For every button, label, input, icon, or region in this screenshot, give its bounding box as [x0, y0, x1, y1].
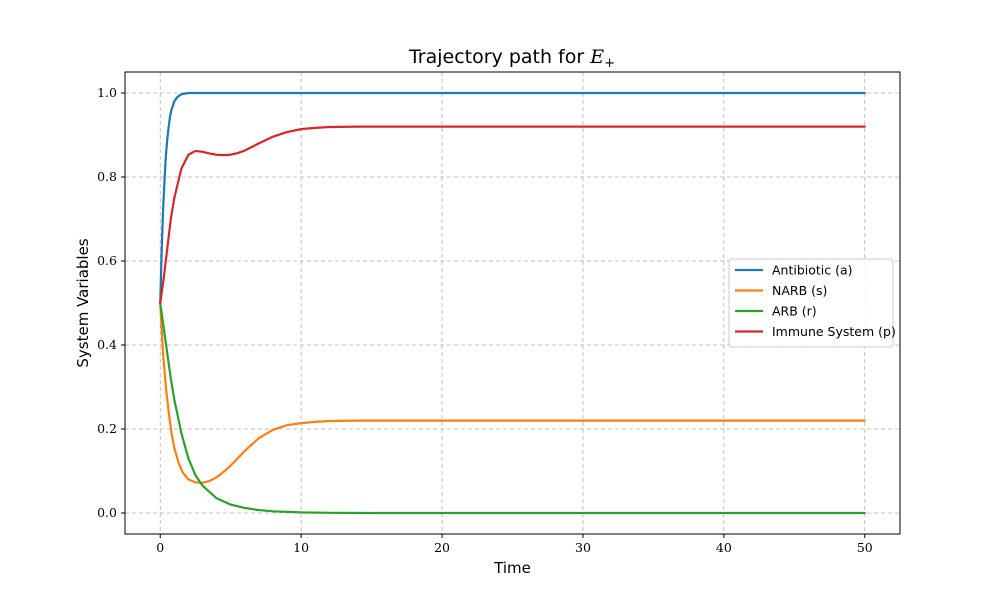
chart-title-subscript: +: [604, 56, 615, 71]
x-tick-label: 10: [293, 540, 309, 555]
x-tick-label: 0: [156, 540, 164, 555]
x-axis-label: Time: [493, 559, 531, 577]
x-tick-label: 50: [857, 540, 873, 555]
legend-box: [728, 258, 894, 348]
series-line-3: [159, 125, 866, 305]
y-tick-label: 0.0: [97, 505, 117, 520]
axis-ticks: 0 10 20 30 40 50 0.0 0.2 0.4 0.6 0.8 1.0: [97, 85, 873, 555]
legend: Antibiotic (a) NARB (s) ARB (r) Immune Syst…: [728, 258, 896, 348]
series-layer: [159, 91, 866, 515]
series-line-2: [159, 301, 866, 515]
x-tick-label: 30: [575, 540, 591, 555]
legend-label: Immune System (p): [772, 324, 896, 339]
legend-label: ARB (r): [772, 304, 817, 319]
legend-label: NARB (s): [772, 283, 827, 298]
chart-title: Trajectory path for E+: [408, 46, 615, 71]
y-tick-label: 0.2: [97, 421, 117, 436]
plot-frame: [124, 71, 901, 535]
y-tick-label: 0.6: [97, 253, 117, 268]
x-tick-label: 40: [716, 540, 732, 555]
y-axis-label: System Variables: [74, 238, 92, 367]
chart-title-math: E: [589, 46, 604, 68]
legend-label: Antibiotic (a): [772, 263, 853, 278]
series-line-0: [159, 91, 866, 305]
y-tick-label: 0.8: [97, 169, 117, 184]
chart-title-prefix: Trajectory path for: [408, 46, 590, 68]
y-tick-label: 1.0: [97, 85, 117, 100]
y-tick-label: 0.4: [97, 337, 117, 352]
series-line-1: [159, 301, 866, 484]
x-tick-label: 20: [434, 540, 450, 555]
